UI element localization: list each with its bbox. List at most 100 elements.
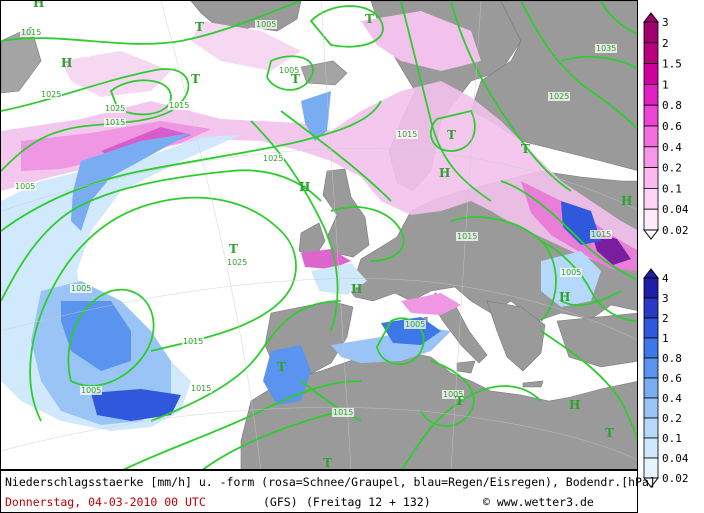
high-pressure-center: H: [439, 166, 450, 180]
legend-top-arrow: [642, 268, 660, 279]
isobar-label: 1015: [191, 384, 211, 393]
high-pressure-center: H: [559, 290, 570, 304]
isobar-label: 1025: [263, 154, 283, 163]
caption-description: Niederschlagsstaerke [mm/h] u. -form (ro…: [5, 475, 656, 489]
valid-date: Donnerstag, 04-03-2010 00 UTC: [5, 495, 206, 509]
legend-top-arrow: [642, 12, 660, 23]
isobar-label: 1005: [15, 182, 35, 191]
low-pressure-center: T: [277, 360, 286, 374]
isobar-label: 1005: [279, 66, 299, 75]
rain-intensity-legend: 4 3 2 1 0.8 0.6 0.4 0.2 0.1 0.04 0.02: [638, 268, 704, 490]
copyright-icon: ©: [483, 495, 490, 509]
low-pressure-center: T: [229, 242, 238, 256]
source-site: © www.wetter3.de: [483, 495, 594, 509]
high-pressure-center: H: [33, 1, 44, 10]
low-pressure-center: T: [191, 72, 200, 86]
isobar-label: 1015: [397, 130, 417, 139]
legend-color-step: [643, 104, 659, 127]
legend-color-step: [643, 437, 659, 459]
legend-bottom-arrow: [642, 229, 660, 240]
legend-tick-label: 0.6: [662, 372, 682, 385]
low-pressure-center: T: [455, 394, 464, 408]
legend-tick-label: 0.4: [662, 392, 682, 405]
isobar-label: 1015: [105, 118, 125, 127]
legend-color-step: [643, 337, 659, 359]
legend-color-step: [643, 417, 659, 439]
isobar-label: 1025: [227, 258, 247, 267]
precipitation-pressure-map: 1015 1005 1025 1015 1005 1015 1005 1025 1035 1025…: [0, 0, 638, 470]
low-pressure-center: T: [365, 12, 374, 26]
rain-precipitation: [1, 91, 601, 431]
pressure-centers: H H T T T T H T H T H T H T H T T H T: [33, 1, 632, 470]
legend-tick-label: 4: [662, 272, 669, 285]
legend-color-step: [643, 397, 659, 419]
legend-color-step: [643, 125, 659, 148]
legend-tick-label: 0.04: [662, 203, 689, 216]
legend-tick-label: 3: [662, 292, 669, 305]
isobar-label: 1025: [105, 104, 125, 113]
legend-color-step: [643, 357, 659, 379]
model-run: (Freitag 12 + 132): [306, 495, 431, 509]
legend-tick-label: 0.4: [662, 141, 682, 154]
isobar-label: 1005: [81, 386, 101, 395]
legend-tick-label: 0.8: [662, 352, 682, 365]
high-pressure-center: H: [569, 398, 580, 412]
isobar-label: 1015: [333, 408, 353, 417]
site-name: www.wetter3.de: [496, 495, 594, 509]
legend-tick-label: 0.8: [662, 99, 682, 112]
high-pressure-center: H: [299, 180, 310, 194]
legend-color-step: [643, 167, 659, 189]
legend-tick-label: 0.02: [662, 224, 689, 237]
isobar-label: 1005: [256, 20, 276, 29]
isobar-label: 1005: [561, 268, 581, 277]
legend-color-step: [643, 208, 659, 231]
legend-color-step: [643, 277, 659, 299]
legend-tick-label: 1: [662, 332, 669, 345]
isobar-label: 1005: [405, 320, 425, 329]
legend-bottom-arrow: [642, 477, 660, 488]
low-pressure-center: T: [521, 142, 530, 156]
low-pressure-center: T: [605, 426, 614, 440]
legend-tick-label: 0.1: [662, 432, 682, 445]
isobar-label: 1015: [591, 230, 611, 239]
legend-tick-label: 0.2: [662, 162, 682, 175]
legend-tick-label: 2: [662, 312, 669, 325]
chart-caption: Niederschlagsstaerke [mm/h] u. -form (ro…: [0, 470, 656, 513]
low-pressure-center: T: [323, 456, 332, 470]
legend-tick-label: 1: [662, 78, 669, 91]
isobar-label: 1005: [443, 390, 463, 399]
snow-precipitation: [1, 11, 637, 315]
pressure-labels: 1015 1005 1025 1015 1005 1015 1005 1025 1035 1025…: [14, 20, 617, 417]
legend-color-step: [643, 146, 659, 169]
isobar-label: 1015: [21, 28, 41, 37]
legend-tick-label: 0.2: [662, 412, 682, 425]
snow-intensity-legend: 3 2 1.5 1 0.8 0.6 0.4 0.2 0.1 0.04 0.02: [638, 12, 704, 242]
legend-color-step: [643, 187, 659, 210]
low-pressure-center: T: [291, 72, 300, 86]
legend-tick-label: 0.02: [662, 472, 689, 485]
legend-tick-label: 1.5: [662, 58, 682, 71]
isobar-label: 1025: [41, 90, 61, 99]
isobar-label: 1035: [596, 44, 616, 53]
low-pressure-center: T: [447, 128, 456, 142]
legend-tick-label: 2: [662, 37, 669, 50]
high-pressure-center: H: [351, 282, 362, 296]
legend-color-step: [643, 21, 659, 44]
legend-tick-label: 0.1: [662, 182, 682, 195]
high-pressure-center: H: [621, 194, 632, 208]
legend-color-step: [643, 377, 659, 399]
legend-tick-label: 0.6: [662, 120, 682, 133]
high-pressure-center: H: [61, 56, 72, 70]
isobar-label: 1015: [169, 101, 189, 110]
low-pressure-center: T: [195, 20, 204, 34]
legend-color-step: [643, 317, 659, 339]
legend-color-step: [643, 84, 659, 106]
legend-tick-label: 0.04: [662, 452, 689, 465]
model-name: (GFS): [263, 495, 298, 509]
legend-color-step: [643, 297, 659, 319]
legend-color-step: [643, 63, 659, 85]
isobar-label: 1005: [71, 284, 91, 293]
isobar-label: 1015: [183, 337, 203, 346]
isobar-label: 1025: [549, 92, 569, 101]
